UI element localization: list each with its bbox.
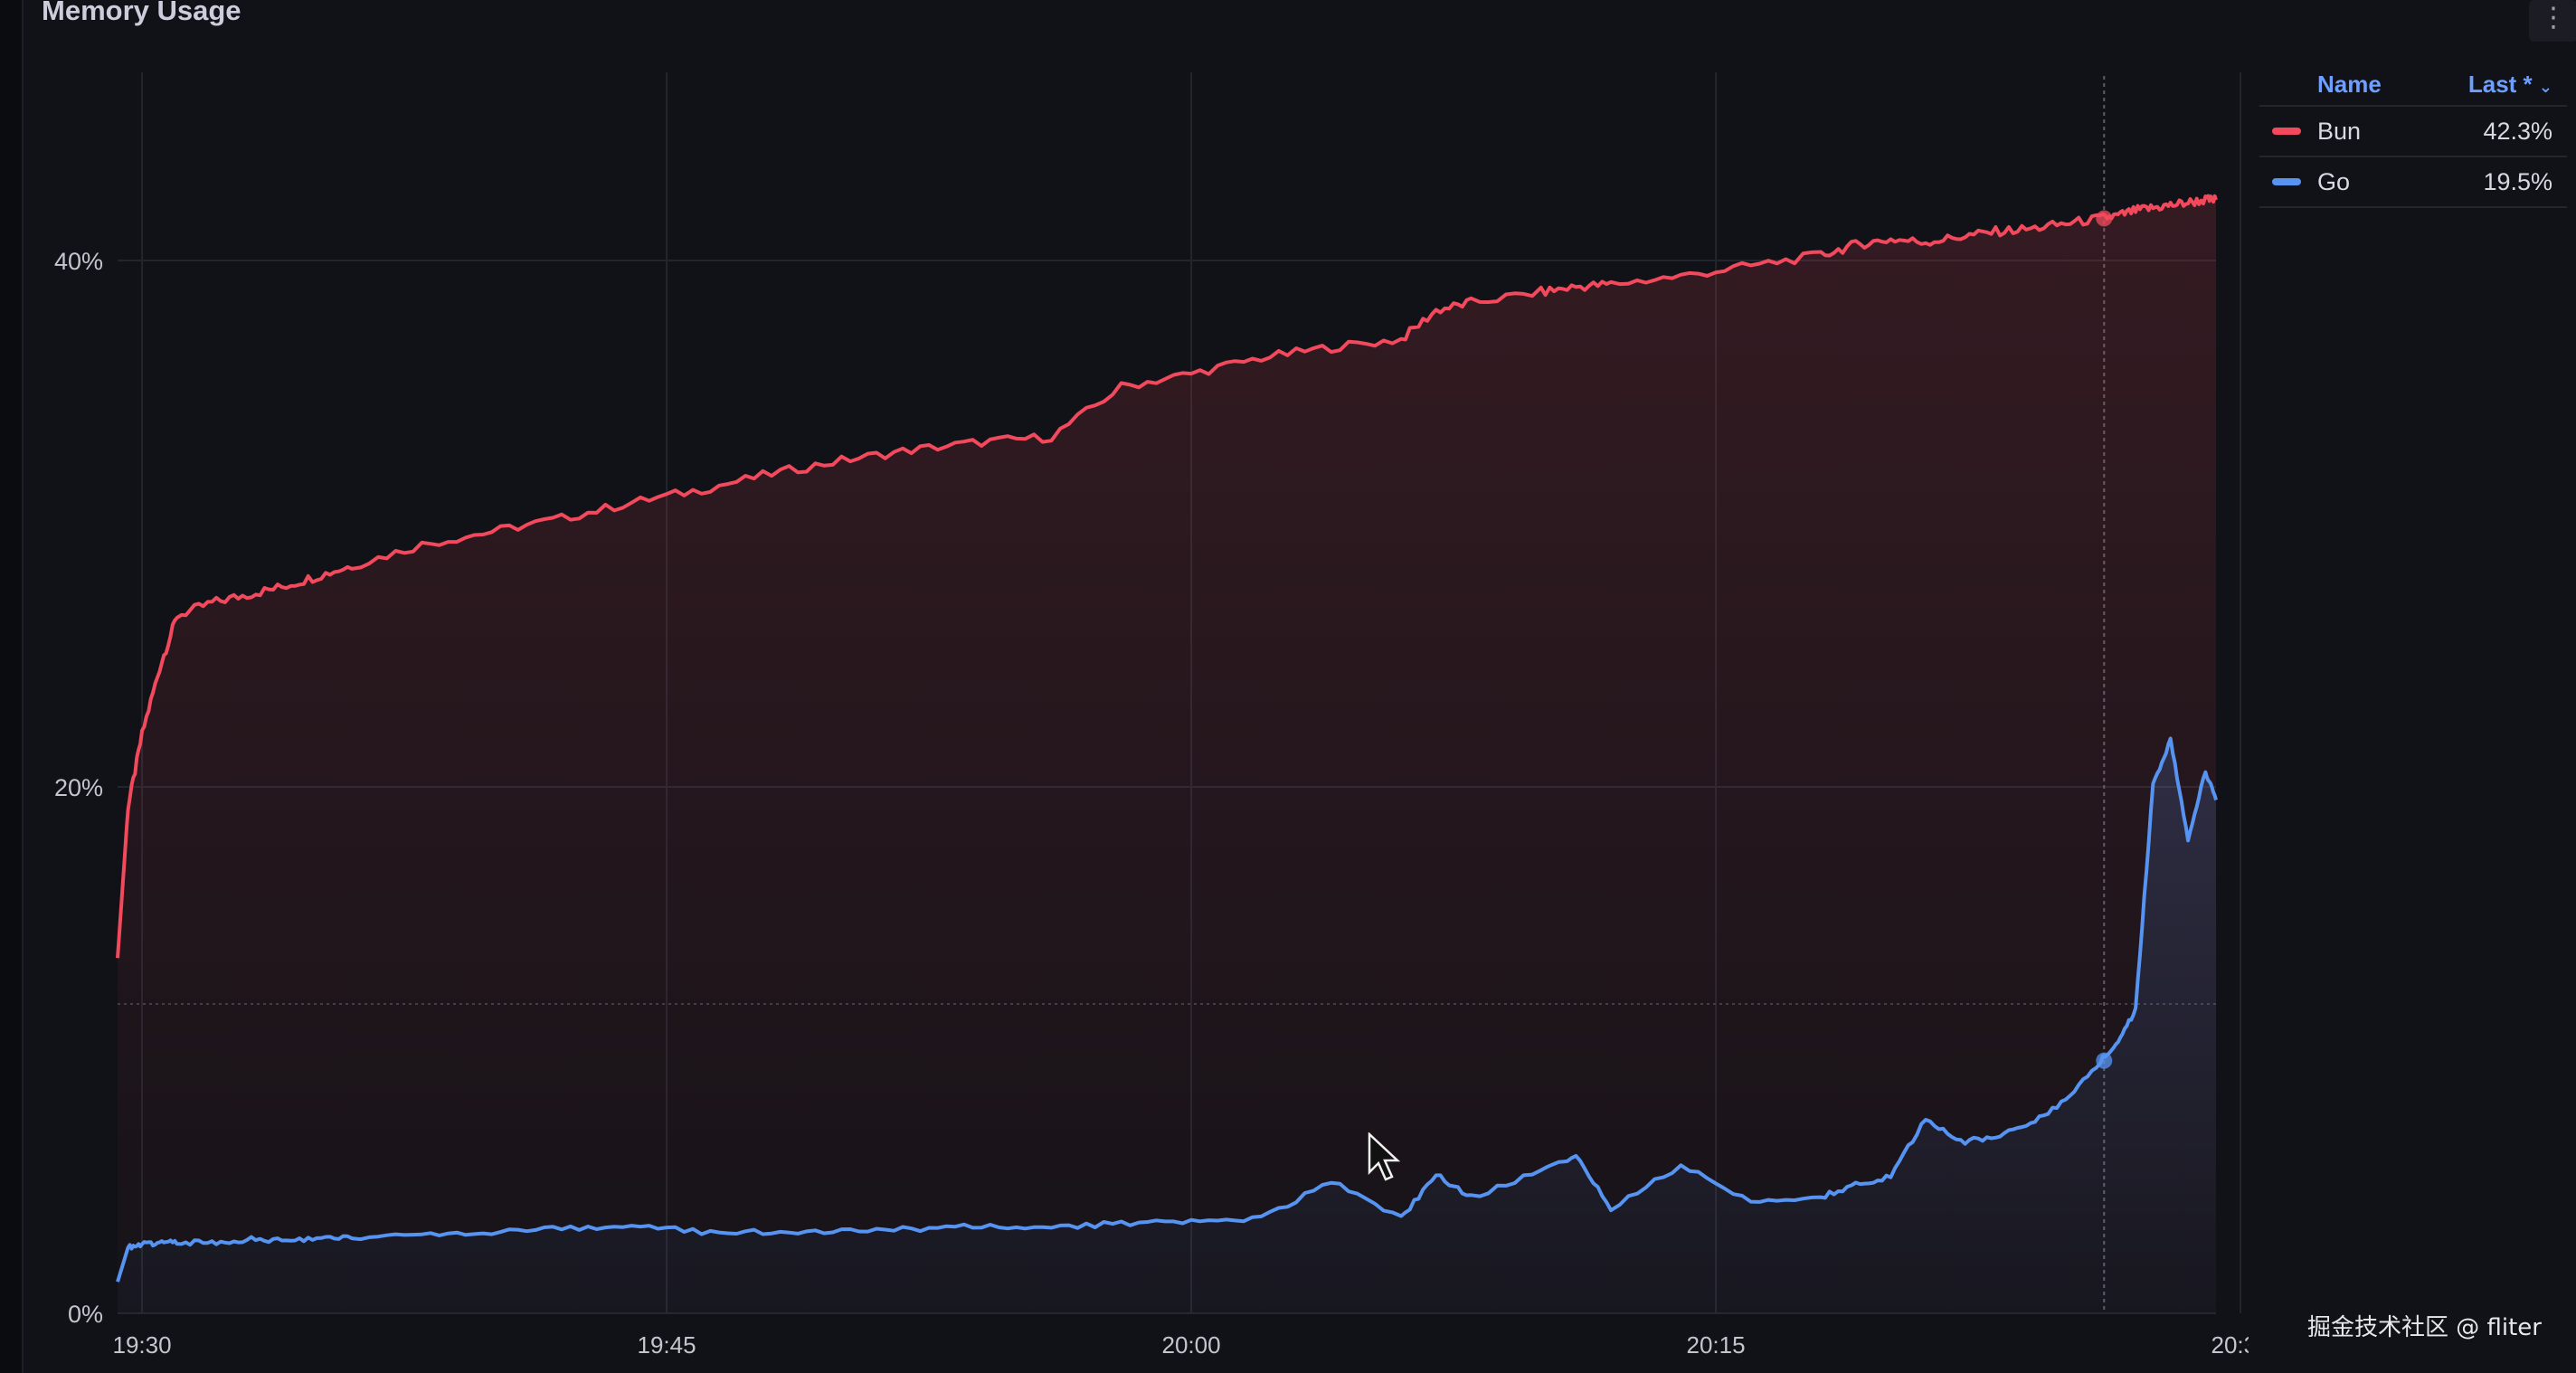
kebab-menu-icon: ⋮	[2540, 3, 2567, 33]
legend-item-go[interactable]: Go 19.5%	[2259, 156, 2567, 208]
watermark: 掘金技术社区 @ fliter	[2306, 1314, 2542, 1341]
legend-value-go: 19.5%	[2483, 167, 2552, 195]
chevron-down-icon: ⌄	[2538, 77, 2552, 96]
panel-menu-button[interactable]: ⋮	[2529, 0, 2576, 42]
hover-marker-bun	[2096, 210, 2113, 227]
series-line-bun	[116, 194, 2218, 959]
x-tick-label: 20:00	[1162, 1331, 1221, 1359]
y-tick-label: 0%	[68, 1301, 103, 1328]
legend-name-go: Go	[2317, 167, 2351, 195]
y-tick-label: 40%	[54, 248, 103, 275]
mouse-pointer-icon	[1368, 1132, 1401, 1181]
memory-usage-chart[interactable]: 19:3019:4520:0020:1520:3020:4521:0021:15…	[24, 0, 2249, 1373]
series-area-go	[118, 738, 2216, 1313]
y-tick-label: 20%	[54, 774, 103, 801]
x-tick-label: 19:45	[638, 1331, 696, 1359]
legend-header-last-label: Last *	[2467, 70, 2533, 98]
legend-table: Name Last * ⌄ Bun 42.3% Go 19.5%	[2259, 63, 2567, 208]
legend-header: Name Last * ⌄	[2259, 63, 2567, 105]
chart-lines	[116, 194, 2218, 1283]
series-area-bun	[118, 195, 2216, 1314]
panel-title: Memory Usage	[42, 0, 242, 26]
x-tick-label: 20:30	[2211, 1331, 2249, 1359]
legend-item-bun[interactable]: Bun 42.3%	[2259, 105, 2567, 156]
y-axis: 0% 20% 40%	[54, 248, 103, 1328]
chart-areas	[118, 195, 2216, 1314]
legend-header-name[interactable]: Name	[2317, 70, 2382, 98]
hover-markers	[2096, 210, 2113, 1069]
x-tick-label: 19:30	[113, 1331, 172, 1359]
legend-swatch-bun	[2272, 128, 2301, 135]
legend-swatch-go	[2272, 178, 2301, 185]
memory-usage-panel: Memory Usage ⋮ 19:30 19:45 20:00 20:15 20:30…	[22, 0, 2576, 1373]
series-line-go	[116, 736, 2218, 1283]
legend-header-last[interactable]: Last * ⌄	[2468, 71, 2552, 99]
hover-marker-go	[2096, 1052, 2113, 1069]
legend-value-bun: 42.3%	[2483, 117, 2552, 145]
x-tick-label: 20:15	[1687, 1331, 1746, 1359]
legend-name-bun: Bun	[2317, 117, 2362, 145]
